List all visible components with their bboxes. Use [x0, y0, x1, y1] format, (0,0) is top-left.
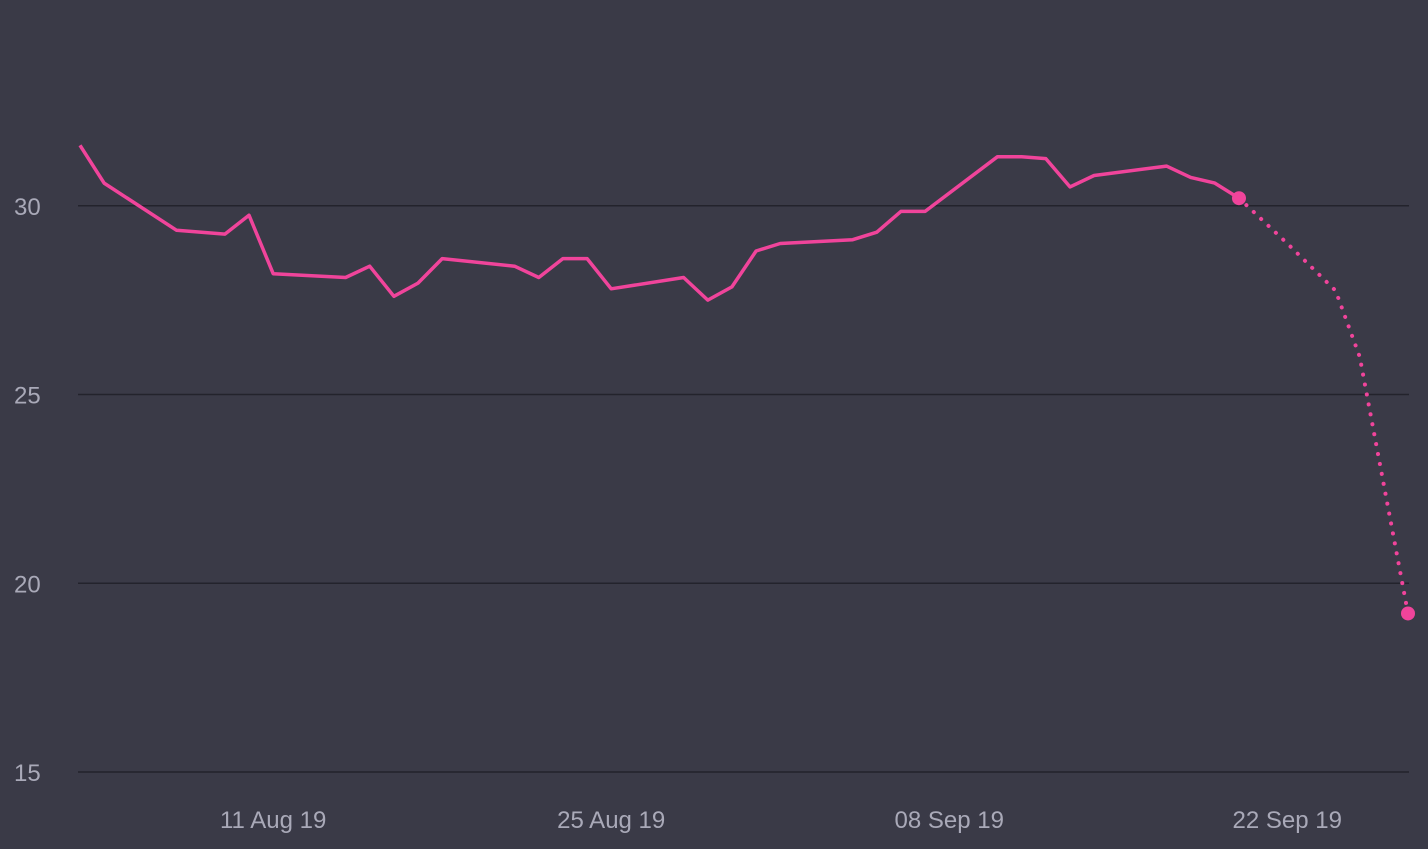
y-tick-label: 30: [14, 194, 41, 221]
series-lines: [78, 144, 1410, 616]
y-tick-label: 20: [14, 571, 41, 598]
series-markers: [1231, 191, 1415, 621]
x-tick-label: 11 Aug 19: [220, 807, 326, 834]
data-point-marker: [1401, 606, 1415, 621]
x-tick-label: 22 Sep 19: [1233, 807, 1342, 834]
data-point-marker: [1231, 191, 1246, 206]
x-tick-label: 25 Aug 19: [557, 807, 665, 834]
actual-series-line: [78, 144, 1240, 302]
x-tick-label: 08 Sep 19: [895, 807, 1004, 834]
y-tick-label: 15: [14, 760, 41, 787]
forecast-series-line: [1237, 196, 1410, 616]
grid-lines: [78, 205, 1409, 773]
y-tick-label: 25: [14, 383, 41, 410]
y-axis-ticks: 15 20 25 30: [14, 194, 41, 787]
x-axis-ticks: 11 Aug 19 25 Aug 19 08 Sep 19 22 Sep 19: [220, 807, 1342, 834]
